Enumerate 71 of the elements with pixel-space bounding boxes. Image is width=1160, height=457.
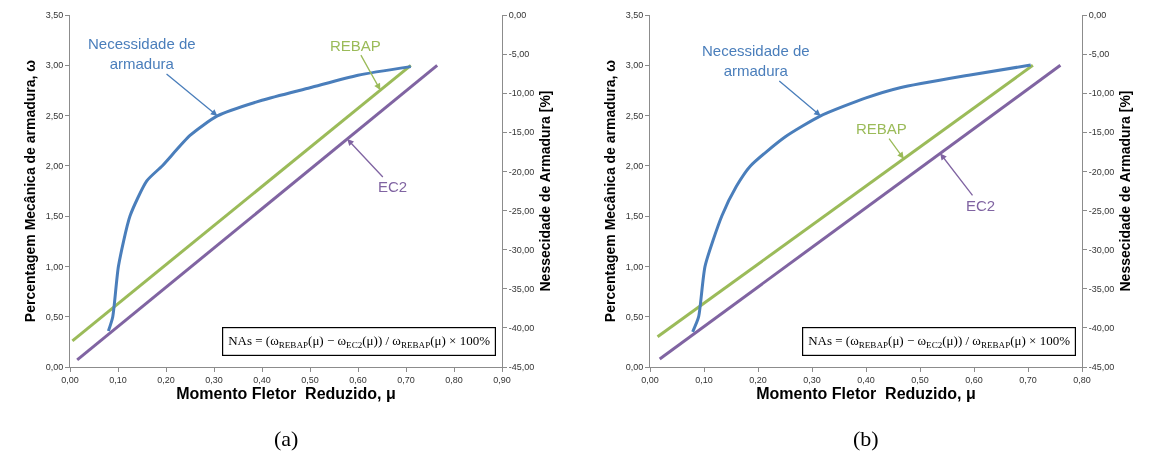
- x-tick-label: 0,40: [253, 374, 271, 385]
- x-tick-label: 0,80: [1073, 374, 1091, 385]
- text: EC2: [378, 178, 408, 195]
- y2-tick-label: -20,00: [508, 166, 535, 177]
- y2-tick-label: -30,00: [508, 244, 535, 255]
- text: Necessidade de armadura: [88, 35, 196, 72]
- y-tick-label: 0,00: [625, 362, 644, 373]
- x-tick-label: 0,20: [157, 374, 175, 385]
- y2-tick-label: -5,00: [508, 49, 530, 60]
- x-tick-label: 0,80: [445, 374, 463, 385]
- y2-tick-label: -10,00: [1088, 88, 1115, 99]
- y-tick-label: 1,00: [45, 261, 64, 272]
- y2-tick-label: -30,00: [1088, 244, 1115, 255]
- y2-tick-label: -40,00: [1088, 323, 1115, 334]
- x-axis-title: Momento Fletor Reduzido, μ: [756, 385, 976, 403]
- y2-tick-label: -35,00: [1088, 283, 1115, 294]
- x-tick-label: 0,20: [749, 374, 767, 385]
- y2-tick-label: -20,00: [1088, 166, 1115, 177]
- y2-tick-label: -40,00: [508, 323, 535, 334]
- annotation: NAs = (ω$_{REBAP}$(μ) − ω$_{EC2}$(μ)) / ω$_{REBAP}$(μ) × 100%: [808, 333, 1071, 350]
- y2-tick-label: -35,00: [508, 283, 535, 294]
- y2-tick-label: -15,00: [1088, 127, 1115, 138]
- x-tick-label: 0,00: [641, 374, 659, 385]
- y-tick-label: 3,00: [45, 60, 64, 71]
- y2-tick-label: -25,00: [1088, 205, 1115, 216]
- series-label: REBAP: [856, 120, 907, 137]
- y-tick-label: 0,00: [45, 362, 64, 373]
- y-tick-label: 3,50: [45, 10, 64, 21]
- y-tick-label: 0,50: [625, 311, 644, 322]
- y-tick-label: 1,50: [45, 211, 64, 222]
- x-tick-label: 0,00: [61, 374, 79, 385]
- x-tick-label: 0,60: [965, 374, 983, 385]
- y-axis-title: Percentagem Mecânica de armadura, ω: [602, 59, 619, 323]
- y2-tick-label: -10,00: [508, 88, 535, 99]
- x-tick-label: 0,10: [109, 374, 127, 385]
- y-tick-label: 2,50: [45, 110, 64, 121]
- y-tick-label: 0,50: [45, 311, 64, 322]
- y-tick-label: 2,00: [625, 161, 644, 172]
- y2-tick-label: 0,00: [508, 10, 527, 21]
- x-axis-title: Momento Fletor Reduzido, μ: [176, 385, 396, 403]
- series-label: REBAP: [330, 37, 381, 54]
- y2-tick-label: 0,00: [1088, 10, 1107, 21]
- y2-tick-label: -5,00: [1088, 49, 1110, 60]
- text: EC2: [966, 197, 996, 214]
- x-tick-label: 0,90: [493, 374, 511, 385]
- y2-tick-label: -45,00: [508, 362, 535, 373]
- x-tick-label: 0,70: [397, 374, 415, 385]
- y-tick-label: 3,00: [625, 60, 644, 71]
- y-axis-title: Percentagem Mecânica de armadura, ω: [22, 59, 39, 323]
- y2-tick-label: -15,00: [508, 127, 535, 138]
- y2-tick-label: -25,00: [508, 205, 535, 216]
- y2-axis-title: Nessecidade de Armadura [%]: [1116, 90, 1133, 292]
- text: Necessidade de armadura: [702, 42, 810, 79]
- x-tick-label: 0,30: [205, 374, 223, 385]
- x-tick-label: 0,70: [1019, 374, 1037, 385]
- y-tick-label: 1,50: [625, 211, 644, 222]
- y-tick-label: 2,00: [45, 161, 64, 172]
- x-tick-label: 0,10: [695, 374, 713, 385]
- y2-tick-label: -45,00: [1088, 362, 1115, 373]
- x-tick-label: 0,50: [301, 374, 319, 385]
- x-tick-label: 0,60: [349, 374, 367, 385]
- x-tick-label: 0,50: [911, 374, 929, 385]
- x-tick-label: 0,30: [803, 374, 821, 385]
- x-tick-label: 0,40: [857, 374, 875, 385]
- annotation: NAs = (ω$_{REBAP}$(μ) − ω$_{EC2}$(μ)) / ω$_{REBAP}$(μ) × 100%: [228, 333, 491, 350]
- y2-axis-title: Nessecidade de Armadura [%]: [536, 90, 553, 292]
- y-tick-label: 3,50: [625, 10, 644, 21]
- text: (b): [853, 426, 879, 451]
- text: (a): [274, 426, 299, 451]
- y-tick-label: 2,50: [625, 110, 644, 121]
- y-tick-label: 1,00: [625, 261, 644, 272]
